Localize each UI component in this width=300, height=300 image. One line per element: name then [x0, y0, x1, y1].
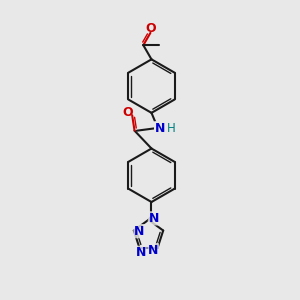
- Text: H: H: [167, 122, 176, 135]
- Text: N: N: [134, 225, 144, 238]
- Text: N: N: [136, 246, 146, 260]
- Text: N: N: [148, 244, 158, 257]
- Text: N: N: [148, 212, 159, 225]
- Text: N: N: [154, 122, 165, 135]
- Text: O: O: [145, 22, 156, 35]
- Text: O: O: [122, 106, 133, 119]
